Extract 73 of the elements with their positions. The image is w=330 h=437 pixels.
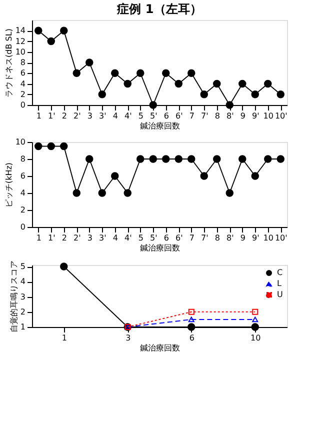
x-tick-label: 8: [214, 234, 220, 242]
x-tick-label: 6': [175, 234, 183, 242]
x-tick-label: 6: [164, 234, 169, 242]
x-tick-label: 1: [62, 334, 67, 342]
legend-label: U: [277, 290, 283, 299]
x-tick-label: 1: [36, 234, 42, 242]
y-tick-label: 4: [20, 188, 26, 198]
x-tick-label: 5: [138, 234, 144, 242]
y-tick-label: 14: [15, 26, 26, 36]
legend-label: L: [277, 279, 282, 288]
x-tick-label: 10: [263, 112, 274, 120]
x-tick-label: 5': [150, 112, 158, 120]
x-tick-label: 9': [252, 112, 260, 120]
y-tick-label: 4: [20, 79, 26, 88]
y-tick-label: 8: [20, 58, 26, 67]
x-tick-label: 6: [164, 112, 169, 120]
x-tick-label: 8': [226, 234, 234, 242]
chart-title: 症例 1（左耳）: [116, 2, 202, 16]
x-tick-label: 8: [214, 112, 220, 120]
x-tick-label: 2': [73, 234, 81, 242]
x-tick-label: 2': [73, 112, 81, 120]
x-tick-label: 9': [252, 234, 260, 242]
x-tick-label: 9: [240, 112, 246, 120]
x-tick-label: 4': [124, 234, 132, 242]
y-tick-label: 8: [20, 154, 26, 164]
x-tick-label: 5: [138, 112, 144, 120]
y-tick-label: 4: [20, 277, 26, 286]
x-tick-label: 3': [98, 112, 106, 120]
x-tick-label: 2: [62, 234, 67, 242]
x-tick-label: 7': [200, 234, 208, 242]
x-tick-label: 3: [126, 334, 131, 342]
x-tick-label: 3: [87, 112, 92, 120]
y-axis-title: ラウドネス(dB SL): [4, 28, 14, 98]
y-tick-label: 0: [20, 100, 26, 110]
x-tick-label: 7': [200, 112, 208, 120]
x-tick-label: 5': [150, 234, 158, 242]
y-tick-label: 2: [20, 206, 26, 214]
y-tick-label: 6: [20, 68, 26, 78]
x-tick-label: 4': [124, 112, 132, 120]
x-tick-label: 6': [175, 112, 183, 120]
x-tick-label: 4: [112, 234, 118, 242]
y-tick-label: 10: [15, 47, 26, 56]
y-tick-label: 3: [20, 292, 26, 302]
x-tick-label: 10: [250, 334, 261, 342]
x-tick-label: 2: [62, 112, 67, 120]
x-tick-label: 8': [226, 112, 234, 120]
x-tick-label: 10': [274, 112, 288, 120]
x-axis-title: 鍼治療回数: [140, 244, 180, 252]
y-tick-label: 6: [20, 172, 26, 180]
x-tick-label: 4: [112, 112, 118, 120]
y-tick-label: 5: [20, 262, 26, 272]
x-tick-label: 9: [240, 234, 246, 242]
y-tick-label: 2: [20, 90, 26, 99]
y-axis-title: ピッチ(kHz): [4, 162, 14, 208]
x-tick-label: 7: [189, 234, 194, 242]
y-tick-label: 1: [20, 322, 26, 332]
x-tick-label: 10: [263, 234, 274, 242]
y-tick-label: 0: [20, 222, 26, 232]
y-tick-label: 2: [20, 307, 26, 316]
x-tick-label: 1': [48, 112, 56, 120]
x-axis-title: 鍼治療回数: [140, 122, 180, 130]
y-tick-label: 10: [15, 138, 26, 146]
x-tick-label: 3': [98, 234, 106, 242]
x-tick-label: 3: [87, 234, 92, 242]
y-axis-title: 自覚的耳鳴りスコア: [9, 260, 18, 332]
x-tick-label: 6: [189, 334, 194, 342]
x-tick-label: 1: [36, 112, 42, 120]
x-tick-label: 7: [189, 112, 194, 120]
legend-label: C: [277, 268, 283, 277]
y-tick-label: 12: [15, 36, 26, 46]
x-tick-label: 1': [48, 234, 56, 242]
x-tick-label: 10': [274, 234, 288, 242]
x-axis-title: 鍼治療回数: [140, 344, 180, 352]
